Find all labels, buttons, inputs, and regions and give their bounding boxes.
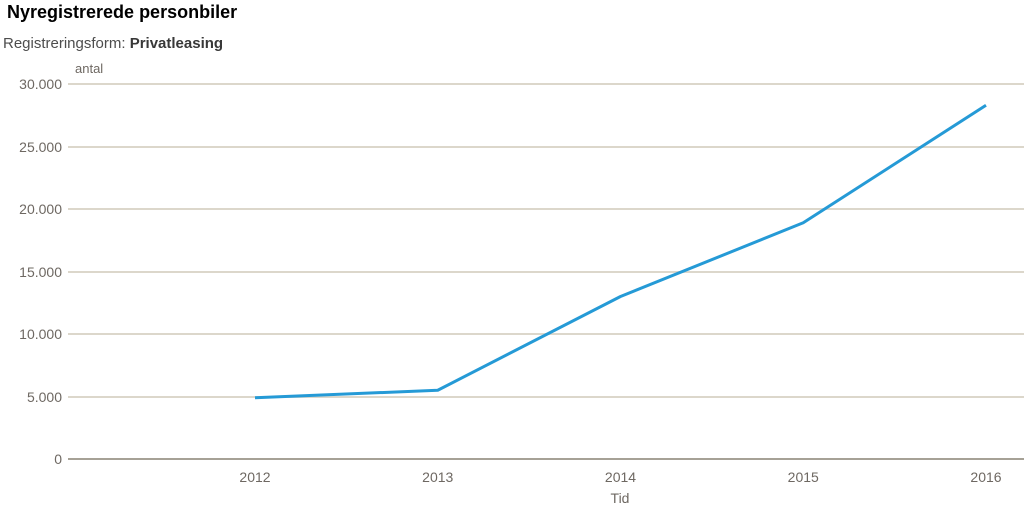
y-tick-label: 25.000 <box>19 138 62 155</box>
h-gridline <box>68 145 1024 148</box>
y-tick-label: 15.000 <box>19 263 62 280</box>
subtitle-value: Privatleasing <box>129 35 224 52</box>
h-gridline <box>68 83 1024 85</box>
y-tick-label: 30.000 <box>19 76 62 92</box>
chart-subtitle: Registreringsform: Privatleasing <box>3 35 223 52</box>
h-gridline <box>68 270 1024 273</box>
x-tick-label: 2016 <box>970 469 1002 485</box>
y-axis-title: antal <box>75 61 104 76</box>
x-axis-title: Tid <box>610 490 630 506</box>
x-tick-label: 2014 <box>604 469 637 485</box>
h-gridline <box>68 395 1024 398</box>
x-tick-label: 2015 <box>787 469 819 485</box>
y-tick-label: 20.000 <box>19 201 62 217</box>
y-tick-label: 0 <box>54 451 62 467</box>
h-gridline <box>68 208 1024 210</box>
x-axis-baseline <box>68 458 1024 460</box>
subtitle-label: Registreringsform: <box>3 35 130 52</box>
chart-title: Nyregistrerede personbiler <box>7 2 238 22</box>
y-tick-label: 10.000 <box>19 326 62 342</box>
x-tick-label: 2012 <box>239 469 271 485</box>
x-tick-label: 2013 <box>422 469 454 485</box>
h-gridline <box>68 333 1024 335</box>
y-tick-label: 5.000 <box>26 388 62 405</box>
